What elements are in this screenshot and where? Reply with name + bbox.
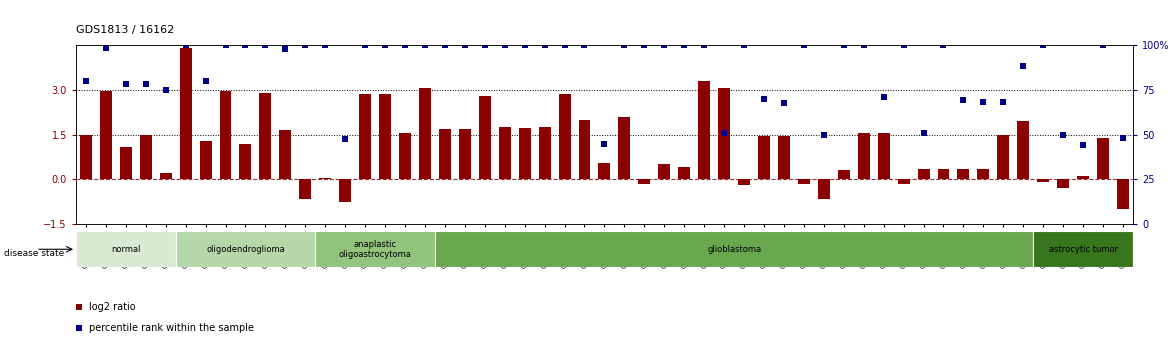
Bar: [459, 129, 471, 179]
Bar: [1077, 176, 1089, 179]
Bar: [140, 135, 152, 179]
Bar: [1057, 179, 1069, 188]
Text: anaplastic
oligoastrocytoma: anaplastic oligoastrocytoma: [339, 239, 411, 259]
Text: percentile rank within the sample: percentile rank within the sample: [89, 323, 253, 333]
Text: glioblastoma: glioblastoma: [707, 245, 762, 254]
Bar: [698, 81, 710, 179]
Bar: [99, 91, 112, 179]
Bar: [120, 147, 132, 179]
Bar: [978, 169, 989, 179]
Bar: [200, 140, 211, 179]
Text: normal: normal: [111, 245, 140, 254]
Bar: [578, 120, 591, 179]
Text: oligodendroglioma: oligodendroglioma: [206, 245, 285, 254]
Bar: [220, 91, 231, 179]
Bar: [758, 136, 770, 179]
Text: disease state: disease state: [4, 249, 64, 258]
Bar: [434, 231, 1034, 267]
Bar: [618, 117, 631, 179]
Bar: [79, 135, 92, 179]
Bar: [1097, 138, 1110, 179]
Bar: [558, 94, 570, 179]
Bar: [519, 128, 530, 179]
Bar: [598, 163, 611, 179]
Bar: [419, 88, 431, 179]
Bar: [958, 169, 969, 179]
Bar: [659, 165, 670, 179]
Bar: [1133, 231, 1163, 267]
Bar: [997, 135, 1009, 179]
Bar: [738, 179, 750, 185]
Bar: [479, 96, 491, 179]
Bar: [279, 130, 291, 179]
Bar: [898, 179, 910, 184]
Bar: [918, 169, 930, 179]
Bar: [175, 231, 315, 267]
Bar: [639, 179, 651, 184]
Text: astrocytic tumor: astrocytic tumor: [1049, 245, 1118, 254]
Bar: [1017, 121, 1029, 179]
Bar: [1037, 179, 1049, 183]
Bar: [380, 94, 391, 179]
Bar: [499, 127, 510, 179]
Bar: [399, 133, 411, 179]
Bar: [538, 127, 550, 179]
Text: glio
neu
ral
neop: glio neu ral neop: [1135, 239, 1150, 260]
Bar: [76, 231, 175, 267]
Bar: [1034, 231, 1133, 267]
Bar: [160, 173, 172, 179]
Bar: [798, 179, 809, 184]
Bar: [778, 136, 790, 179]
Text: GDS1813 / 16162: GDS1813 / 16162: [76, 24, 174, 34]
Bar: [837, 170, 850, 179]
Bar: [857, 133, 870, 179]
Bar: [718, 88, 730, 179]
Bar: [359, 94, 371, 179]
Bar: [679, 167, 690, 179]
Text: log2 ratio: log2 ratio: [89, 302, 135, 312]
Bar: [239, 144, 251, 179]
Bar: [180, 48, 192, 179]
Bar: [877, 133, 890, 179]
Bar: [259, 93, 271, 179]
Bar: [339, 179, 352, 202]
Bar: [818, 179, 829, 199]
Bar: [439, 129, 451, 179]
Bar: [938, 169, 950, 179]
Bar: [1117, 179, 1129, 209]
Bar: [299, 179, 311, 199]
Bar: [315, 231, 434, 267]
Bar: [319, 178, 332, 179]
